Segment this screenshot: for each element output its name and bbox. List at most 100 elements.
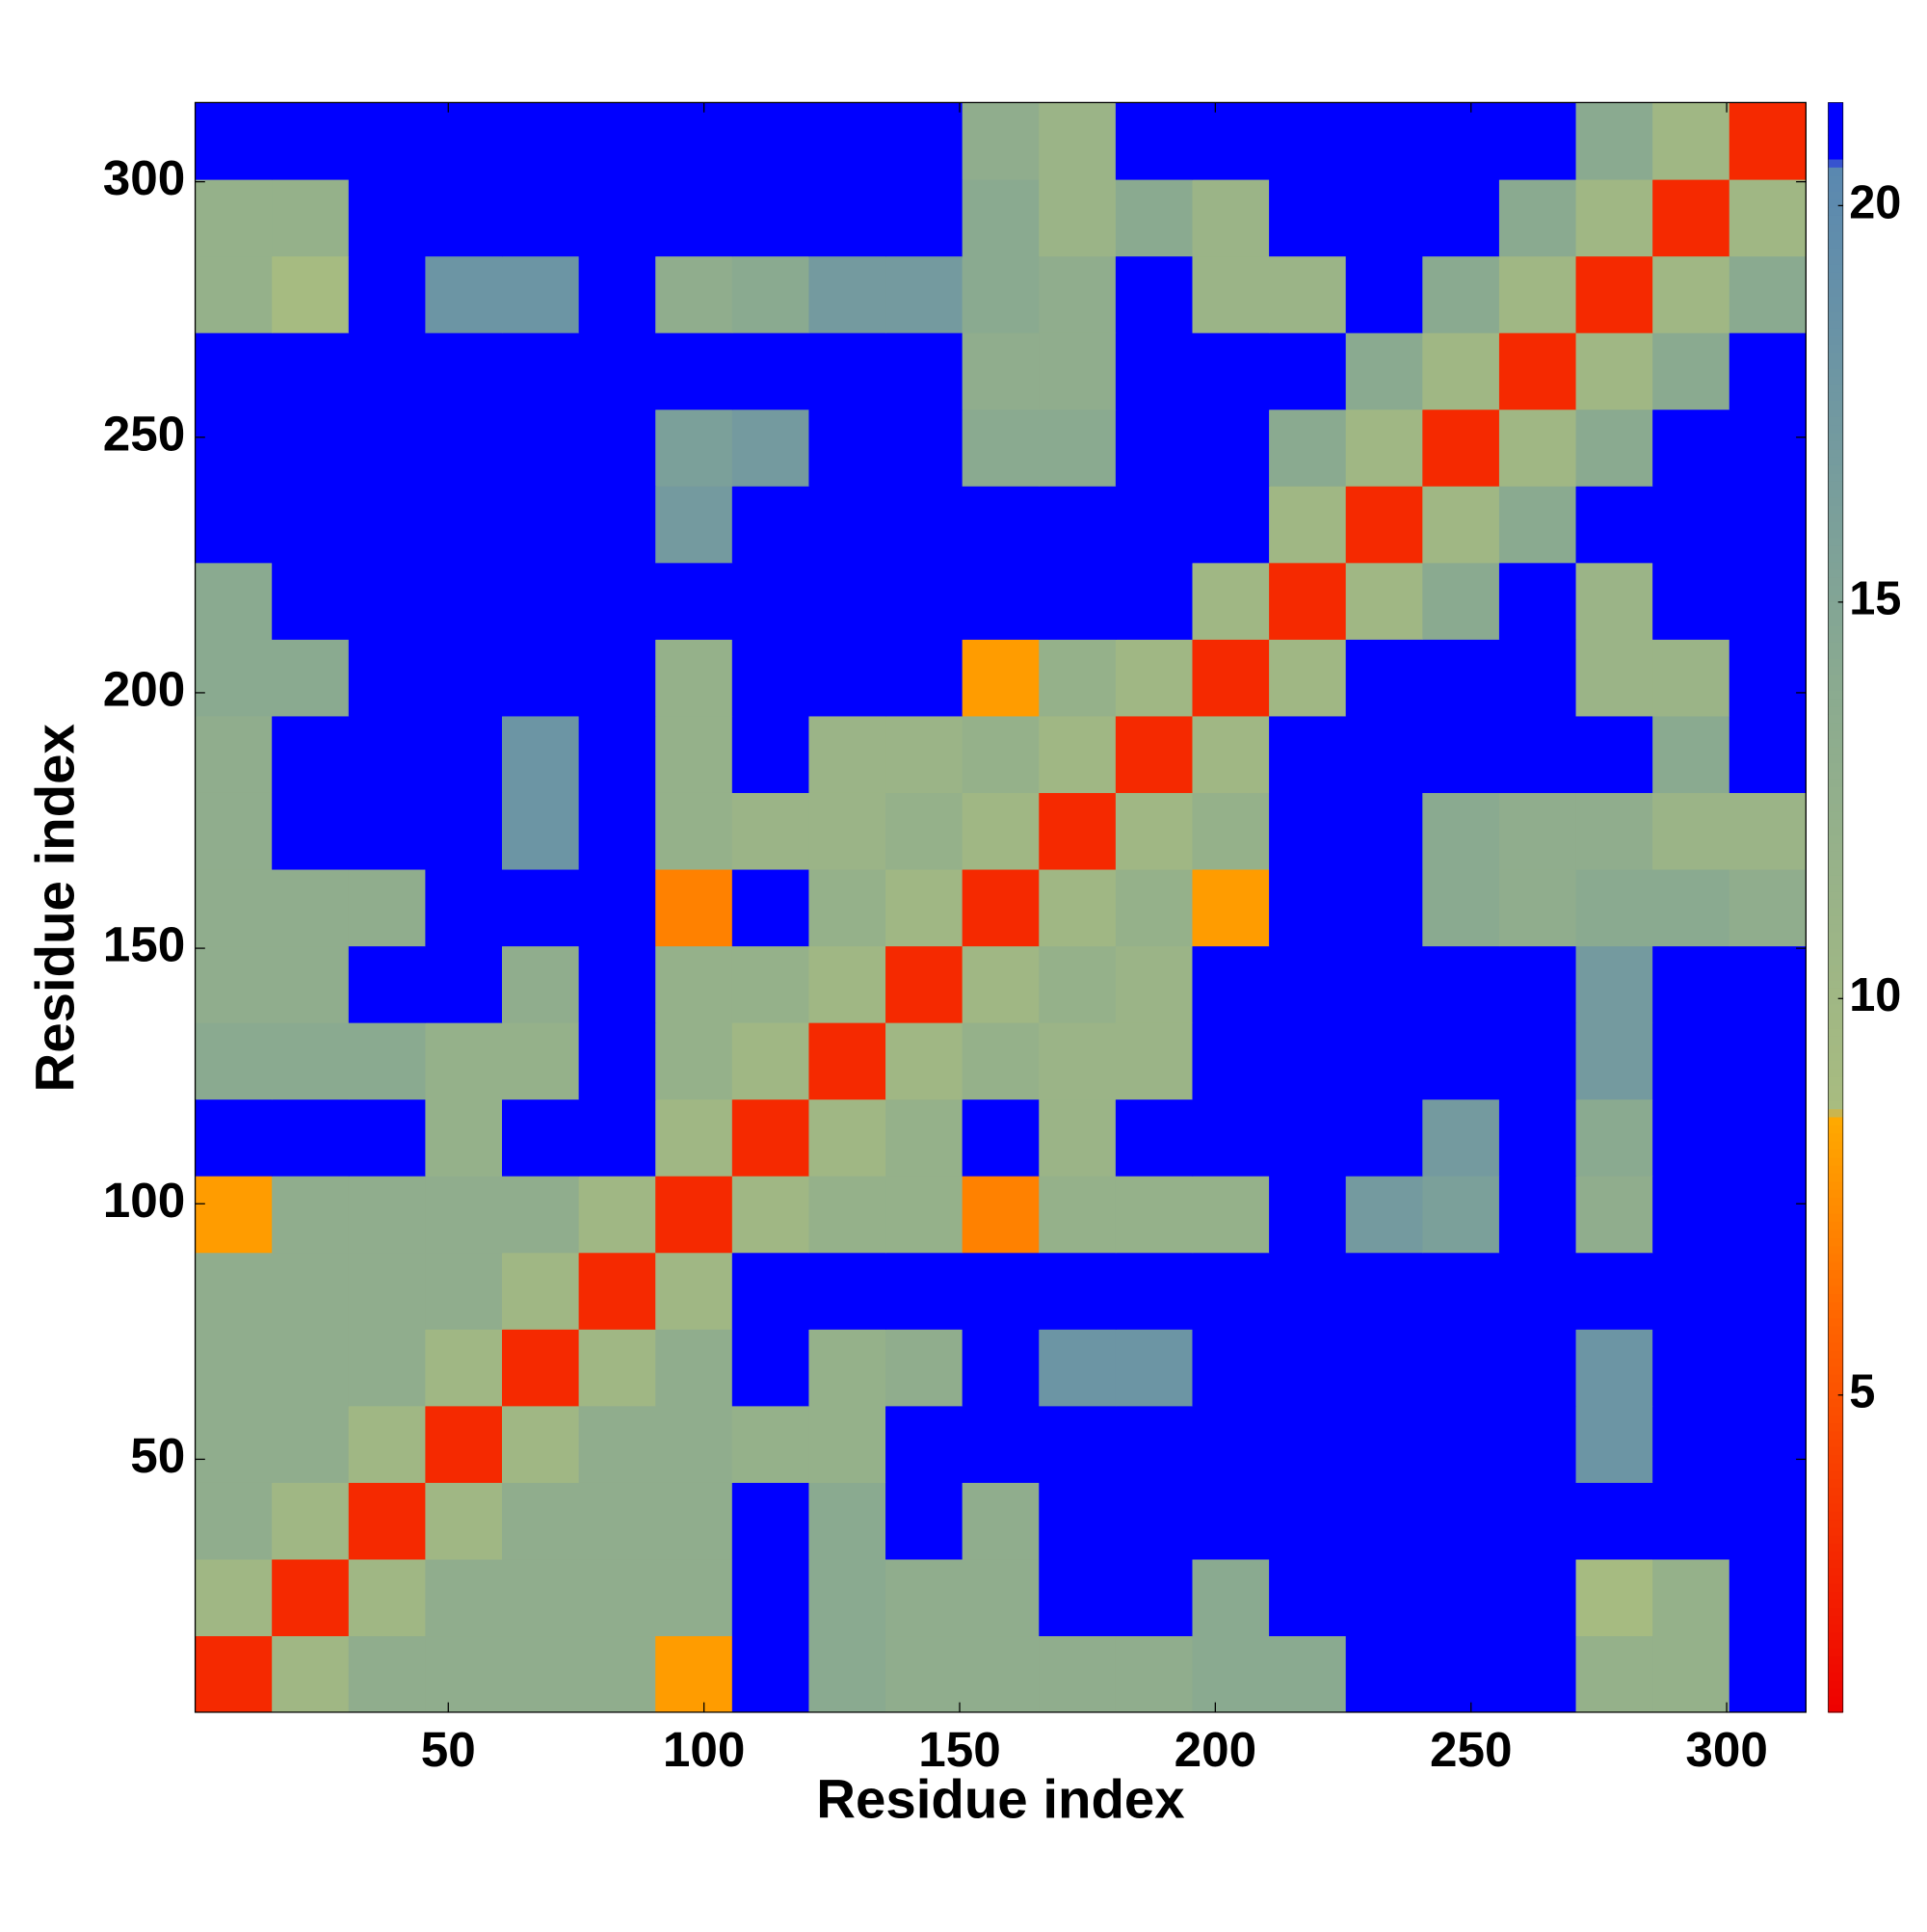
heatmap-cell bbox=[425, 178, 503, 257]
heatmap-cell bbox=[1422, 1098, 1500, 1177]
heatmap-cell bbox=[348, 486, 427, 564]
heatmap-cell bbox=[1039, 562, 1117, 640]
colorbar-swatch bbox=[1828, 625, 1843, 635]
heatmap-cell bbox=[962, 1405, 1040, 1483]
heatmap-cell bbox=[1498, 486, 1577, 564]
colorbar-swatch bbox=[1828, 198, 1843, 208]
heatmap-cell bbox=[1575, 1558, 1653, 1637]
heatmap-cell bbox=[808, 178, 886, 257]
heatmap-cell bbox=[1652, 868, 1730, 947]
heatmap-cell bbox=[731, 332, 810, 410]
heatmap-cell bbox=[1575, 1176, 1653, 1254]
heatmap-cell bbox=[1345, 102, 1423, 180]
colorbar-swatch bbox=[1828, 1310, 1843, 1319]
heatmap-cell bbox=[731, 255, 810, 333]
heatmap-cell bbox=[1192, 1635, 1270, 1712]
heatmap-cell bbox=[348, 1482, 427, 1560]
colorbar-swatch bbox=[1828, 1044, 1843, 1053]
colorbar-swatch bbox=[1828, 609, 1843, 619]
heatmap-cell bbox=[1422, 332, 1500, 410]
colorbar-swatch bbox=[1828, 1293, 1843, 1303]
heatmap-cell bbox=[1729, 409, 1807, 487]
heatmap-cell bbox=[1192, 715, 1270, 793]
colorbar-swatch bbox=[1828, 1543, 1843, 1552]
heatmap-cell bbox=[885, 1021, 964, 1100]
heatmap-cell bbox=[885, 1329, 964, 1407]
heatmap-cell bbox=[1345, 1329, 1423, 1407]
colorbar-swatch bbox=[1828, 1615, 1843, 1625]
heatmap-cell bbox=[425, 409, 503, 487]
heatmap-cell bbox=[272, 1252, 350, 1330]
colorbar-swatch bbox=[1828, 1068, 1843, 1077]
x-tick-label: 300 bbox=[1685, 1722, 1768, 1777]
heatmap-cell bbox=[655, 1021, 733, 1100]
heatmap-cell bbox=[348, 562, 427, 640]
heatmap-cell bbox=[1192, 1329, 1270, 1407]
colorbar-swatch bbox=[1828, 1462, 1843, 1471]
heatmap-cell bbox=[1039, 486, 1117, 564]
heatmap-cell bbox=[655, 409, 733, 487]
colorbar-swatch bbox=[1828, 674, 1843, 683]
colorbar-swatch bbox=[1828, 818, 1843, 828]
heatmap-cell bbox=[808, 1329, 886, 1407]
colorbar-swatch bbox=[1828, 1108, 1843, 1118]
heatmap-cell bbox=[348, 178, 427, 257]
colorbar-swatch bbox=[1828, 851, 1843, 860]
heatmap-cell bbox=[1575, 1252, 1653, 1330]
colorbar-swatch bbox=[1828, 448, 1843, 458]
heatmap-cell bbox=[808, 562, 886, 640]
heatmap-cell bbox=[272, 792, 350, 870]
heatmap-cell bbox=[731, 409, 810, 487]
heatmap-cell bbox=[195, 639, 273, 717]
colorbar-swatch bbox=[1828, 1672, 1843, 1681]
heatmap-cell bbox=[1115, 332, 1194, 410]
colorbar-swatch bbox=[1828, 263, 1843, 273]
heatmap-cell bbox=[425, 1252, 503, 1330]
heatmap-cell bbox=[578, 1329, 656, 1407]
colorbar-swatch bbox=[1828, 496, 1843, 506]
colorbar-swatch bbox=[1828, 1221, 1843, 1231]
heatmap-cell bbox=[502, 562, 580, 640]
heatmap-cell bbox=[655, 1098, 733, 1177]
y-tick-label: 200 bbox=[103, 661, 186, 716]
heatmap-cell bbox=[195, 868, 273, 947]
heatmap-cell bbox=[1422, 562, 1500, 640]
heatmap-cell bbox=[655, 715, 733, 793]
colorbar-swatch bbox=[1828, 915, 1843, 925]
colorbar-swatch bbox=[1828, 279, 1843, 289]
heatmap-cell bbox=[195, 102, 273, 180]
heatmap-cell bbox=[1039, 1405, 1117, 1483]
heatmap-cell bbox=[1652, 332, 1730, 410]
heatmap-cell bbox=[578, 639, 656, 717]
heatmap-cell bbox=[502, 102, 580, 180]
heatmap-cell bbox=[885, 1405, 964, 1483]
heatmap-cell bbox=[1498, 332, 1577, 410]
heatmap-cell bbox=[348, 639, 427, 717]
x-axis-label: Residue index bbox=[816, 1769, 1184, 1830]
heatmap-cell bbox=[1115, 715, 1194, 793]
heatmap-cell bbox=[502, 792, 580, 870]
heatmap-cell bbox=[1422, 486, 1500, 564]
colorbar-swatch bbox=[1828, 964, 1843, 973]
heatmap-cell bbox=[1652, 409, 1730, 487]
heatmap-cell bbox=[1192, 1558, 1270, 1637]
heatmap-cell bbox=[1729, 945, 1807, 1023]
colorbar-swatch bbox=[1828, 223, 1843, 232]
heatmap-cell bbox=[885, 486, 964, 564]
colorbar-swatch bbox=[1828, 705, 1843, 715]
colorbar-swatch bbox=[1828, 1125, 1843, 1134]
heatmap-cell bbox=[195, 1405, 273, 1483]
colorbar-swatch bbox=[1828, 110, 1843, 119]
heatmap-cell bbox=[962, 178, 1040, 257]
colorbar-swatch bbox=[1828, 191, 1843, 200]
heatmap-cell bbox=[1575, 1329, 1653, 1407]
heatmap-cell bbox=[1498, 1176, 1577, 1254]
colorbar-swatch bbox=[1828, 827, 1843, 836]
heatmap-cell bbox=[1345, 1405, 1423, 1483]
heatmap-cell bbox=[1115, 945, 1194, 1023]
colorbar-swatch bbox=[1828, 1487, 1843, 1496]
heatmap-cell bbox=[1422, 178, 1500, 257]
colorbar-swatch bbox=[1828, 295, 1843, 304]
colorbar-swatch bbox=[1828, 1052, 1843, 1062]
heatmap-cell bbox=[348, 409, 427, 487]
